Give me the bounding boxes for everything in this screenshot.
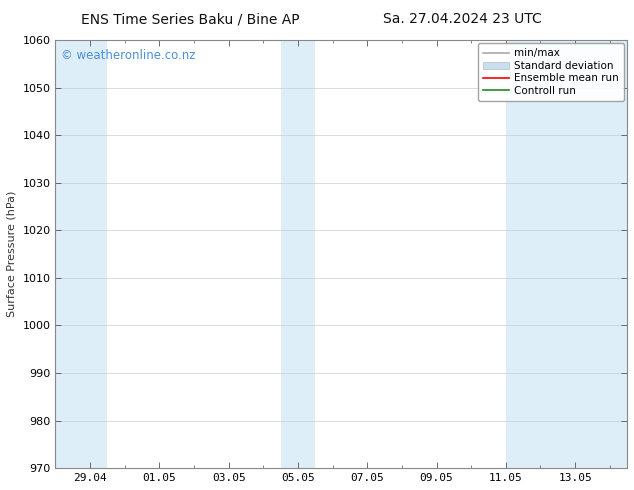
Text: ENS Time Series Baku / Bine AP: ENS Time Series Baku / Bine AP [81,12,299,26]
Bar [56,40,107,468]
Bar [506,40,627,468]
Y-axis label: Surface Pressure (hPa): Surface Pressure (hPa) [7,191,17,317]
Text: © weatheronline.co.nz: © weatheronline.co.nz [61,49,196,62]
Legend: min/max, Standard deviation, Ensemble mean run, Controll run: min/max, Standard deviation, Ensemble me… [477,43,624,101]
Text: Sa. 27.04.2024 23 UTC: Sa. 27.04.2024 23 UTC [384,12,542,26]
Bar [281,40,315,468]
